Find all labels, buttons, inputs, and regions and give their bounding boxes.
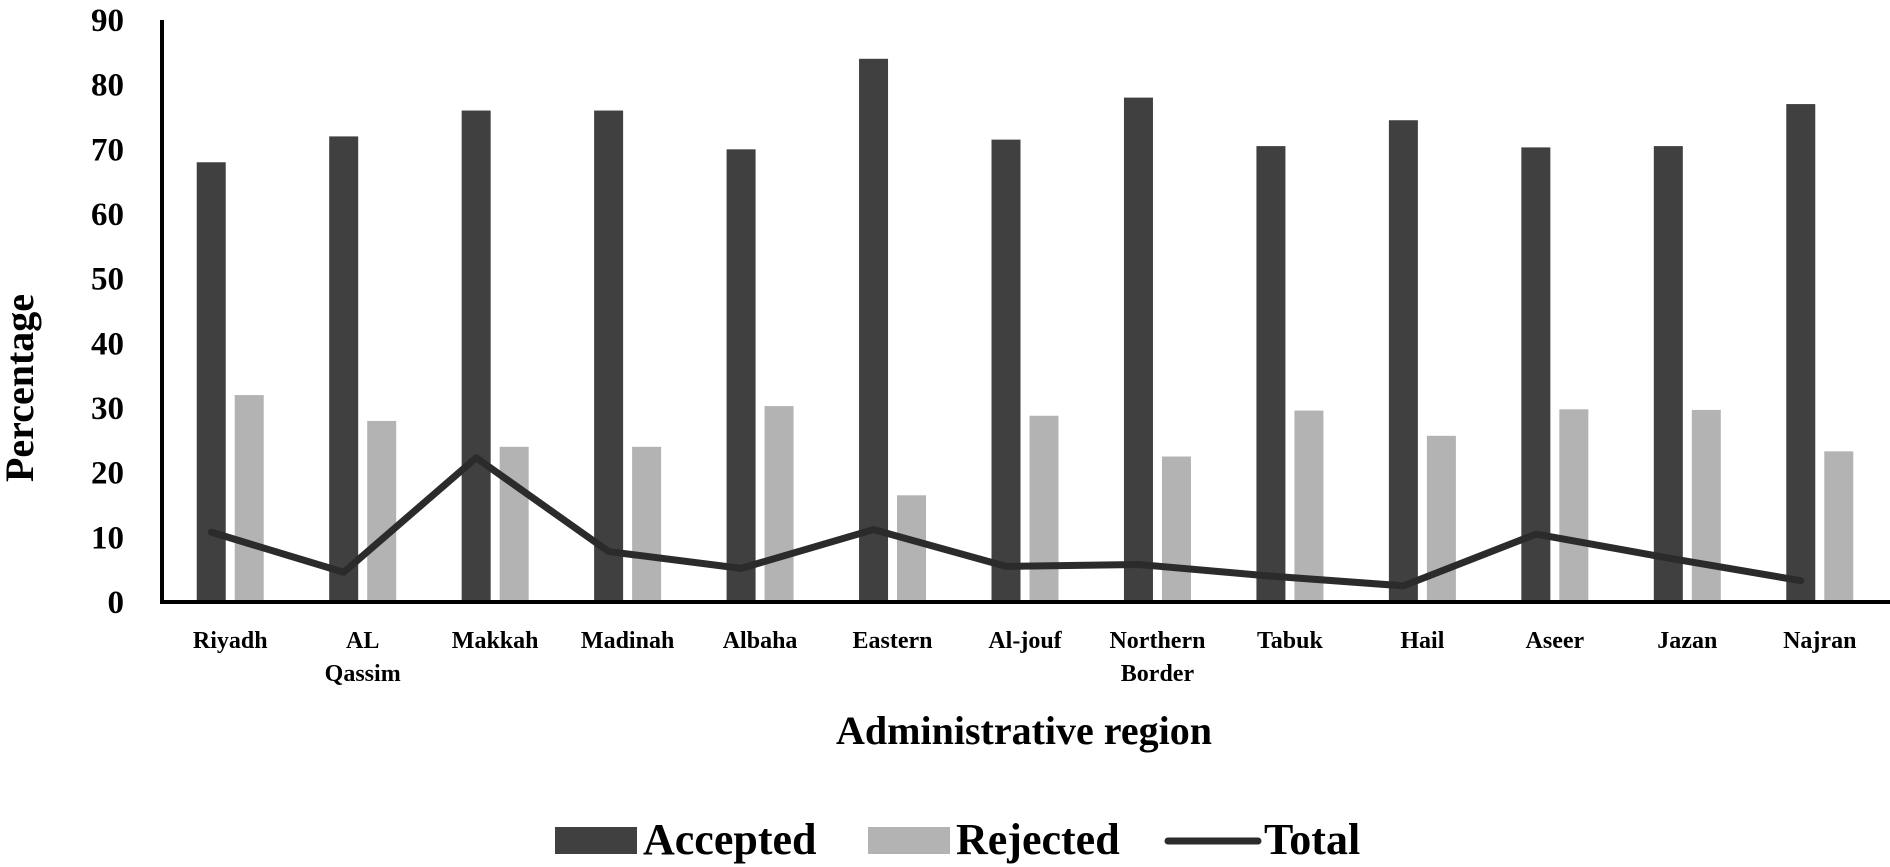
y-tick-label: 0 — [108, 585, 125, 621]
legend-label-rejected: Rejected — [956, 815, 1120, 864]
bar-rejected-10 — [1559, 409, 1589, 602]
legend-label-accepted: Accepted — [643, 815, 817, 864]
x-category-label: Border — [1121, 661, 1195, 687]
legend-swatch-rejected — [868, 827, 950, 854]
legend-swatch-accepted — [555, 827, 637, 854]
y-tick-labels: 0 10 20 30 40 50 60 70 80 90 — [91, 3, 124, 621]
bar-accepted-9 — [1388, 120, 1418, 602]
bar-accepted-4 — [726, 149, 756, 603]
bar-rejected-4 — [764, 406, 794, 602]
bar-accepted-6 — [991, 139, 1021, 602]
y-tick-label: 80 — [91, 68, 124, 104]
axes — [160, 20, 1890, 604]
bar-rejected-12 — [1824, 451, 1854, 602]
x-category-label: Riyadh — [193, 628, 268, 654]
y-tick-label: 60 — [91, 197, 124, 233]
bars-layer — [196, 58, 1854, 603]
x-category-label: Tabuk — [1257, 628, 1324, 654]
y-tick-label: 40 — [91, 326, 124, 362]
bar-rejected-5 — [897, 495, 927, 602]
bar-accepted-8 — [1256, 146, 1286, 602]
bar-accepted-2 — [461, 110, 491, 603]
y-axis-title: Percentage — [0, 294, 42, 482]
line-total — [207, 454, 1805, 590]
y-tick-label: 90 — [91, 3, 124, 39]
x-category-label: Al-jouf — [988, 628, 1062, 654]
y-tick-label: 20 — [91, 456, 124, 492]
x-category-label: Northern — [1109, 628, 1205, 654]
bar-accepted-3 — [594, 110, 624, 603]
y-tick-label: 10 — [91, 520, 124, 556]
bar-rejected-6 — [1029, 415, 1059, 602]
x-category-label: Jazan — [1657, 628, 1717, 654]
y-tick-label: 70 — [91, 132, 124, 168]
bar-rejected-1 — [367, 420, 397, 602]
x-axis-title: Administrative region — [836, 708, 1212, 753]
bar-rejected-2 — [499, 446, 529, 602]
x-category-label: Aseer — [1526, 628, 1585, 654]
legend: Accepted Rejected Total — [555, 815, 1360, 864]
bar-rejected-11 — [1691, 409, 1721, 602]
bar-accepted-10 — [1521, 147, 1551, 603]
x-category-label: AL — [346, 628, 379, 654]
bar-rejected-3 — [632, 446, 662, 602]
y-tick-label: 30 — [91, 391, 124, 427]
legend-label-total: Total — [1264, 815, 1360, 864]
bar-rejected-7 — [1161, 456, 1191, 602]
bar-accepted-7 — [1123, 97, 1153, 602]
bar-accepted-1 — [329, 136, 359, 602]
total-line-layer — [207, 454, 1805, 590]
bar-accepted-12 — [1786, 104, 1816, 603]
bar-accepted-5 — [859, 58, 889, 603]
x-category-label: Hail — [1400, 628, 1444, 654]
bar-accepted-11 — [1653, 146, 1683, 602]
x-category-label: Qassim — [325, 661, 401, 687]
x-category-labels: Riyadh AL Qassim Makkah Madinah Albaha Eastern… — [193, 628, 1857, 687]
bar-rejected-0 — [234, 395, 264, 602]
bar-rejected-8 — [1294, 410, 1324, 602]
x-category-label: Madinah — [581, 628, 674, 654]
x-category-label: Makkah — [452, 628, 539, 654]
x-category-label: Najran — [1783, 628, 1856, 654]
x-category-label: Albaha — [723, 628, 798, 654]
y-tick-label: 50 — [91, 262, 124, 298]
x-category-label: Eastern — [853, 628, 933, 654]
